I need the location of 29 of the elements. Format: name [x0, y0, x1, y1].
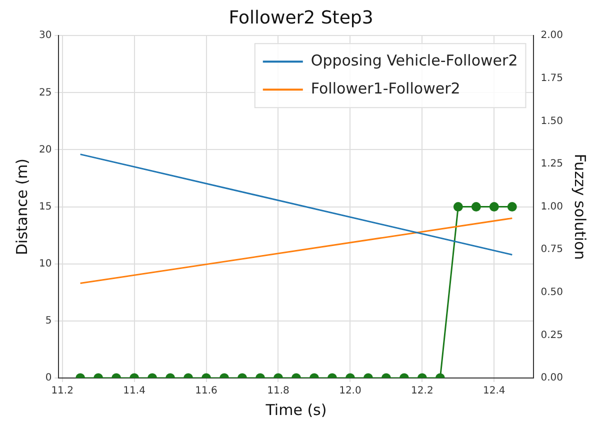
y2-tick-label: 1.75 [540, 72, 563, 84]
y2-tick-label: 0.00 [540, 372, 563, 384]
y2-tick-label: 2.00 [540, 30, 563, 42]
x-tick-label: 12.2 [411, 386, 434, 397]
y-axis-title: Distance (m) [12, 158, 31, 256]
y2-tick-label: 0.25 [540, 330, 563, 341]
x-tick-label: 11.6 [195, 386, 218, 397]
y-tick-label: 25 [38, 87, 52, 98]
x-tick-label: 11.8 [267, 386, 290, 397]
y-tick-label: 15 [38, 201, 52, 212]
y2-tick-label: 1.50 [540, 116, 563, 127]
y2-tick-label: 0.75 [540, 244, 563, 256]
y2-axis-title: Fuzzy solution [571, 154, 590, 260]
chart-title: Follower2 Step3 [228, 7, 374, 28]
legend-label: Follower1-Follower2 [310, 79, 460, 98]
y-tick-label: 5 [45, 316, 52, 327]
y2-tick-label: 1.25 [540, 158, 563, 170]
y-tick-label: 10 [38, 258, 52, 270]
y-tick-label: 0 [45, 372, 52, 384]
x-axis-title: Time (s) [264, 400, 327, 419]
x-tick-label: 12.0 [339, 386, 362, 397]
y-tick-label: 30 [38, 30, 52, 42]
x-tick-label: 11.4 [123, 386, 146, 397]
y2-tick-label: 1.00 [540, 201, 563, 212]
x-tick-label: 11.2 [51, 386, 74, 397]
legend-label: Opposing Vehicle-Follower2 [310, 51, 518, 70]
x-tick-label: 12.4 [483, 386, 506, 397]
y2-tick-label: 0.50 [540, 286, 563, 298]
y-tick-label: 20 [38, 144, 52, 156]
